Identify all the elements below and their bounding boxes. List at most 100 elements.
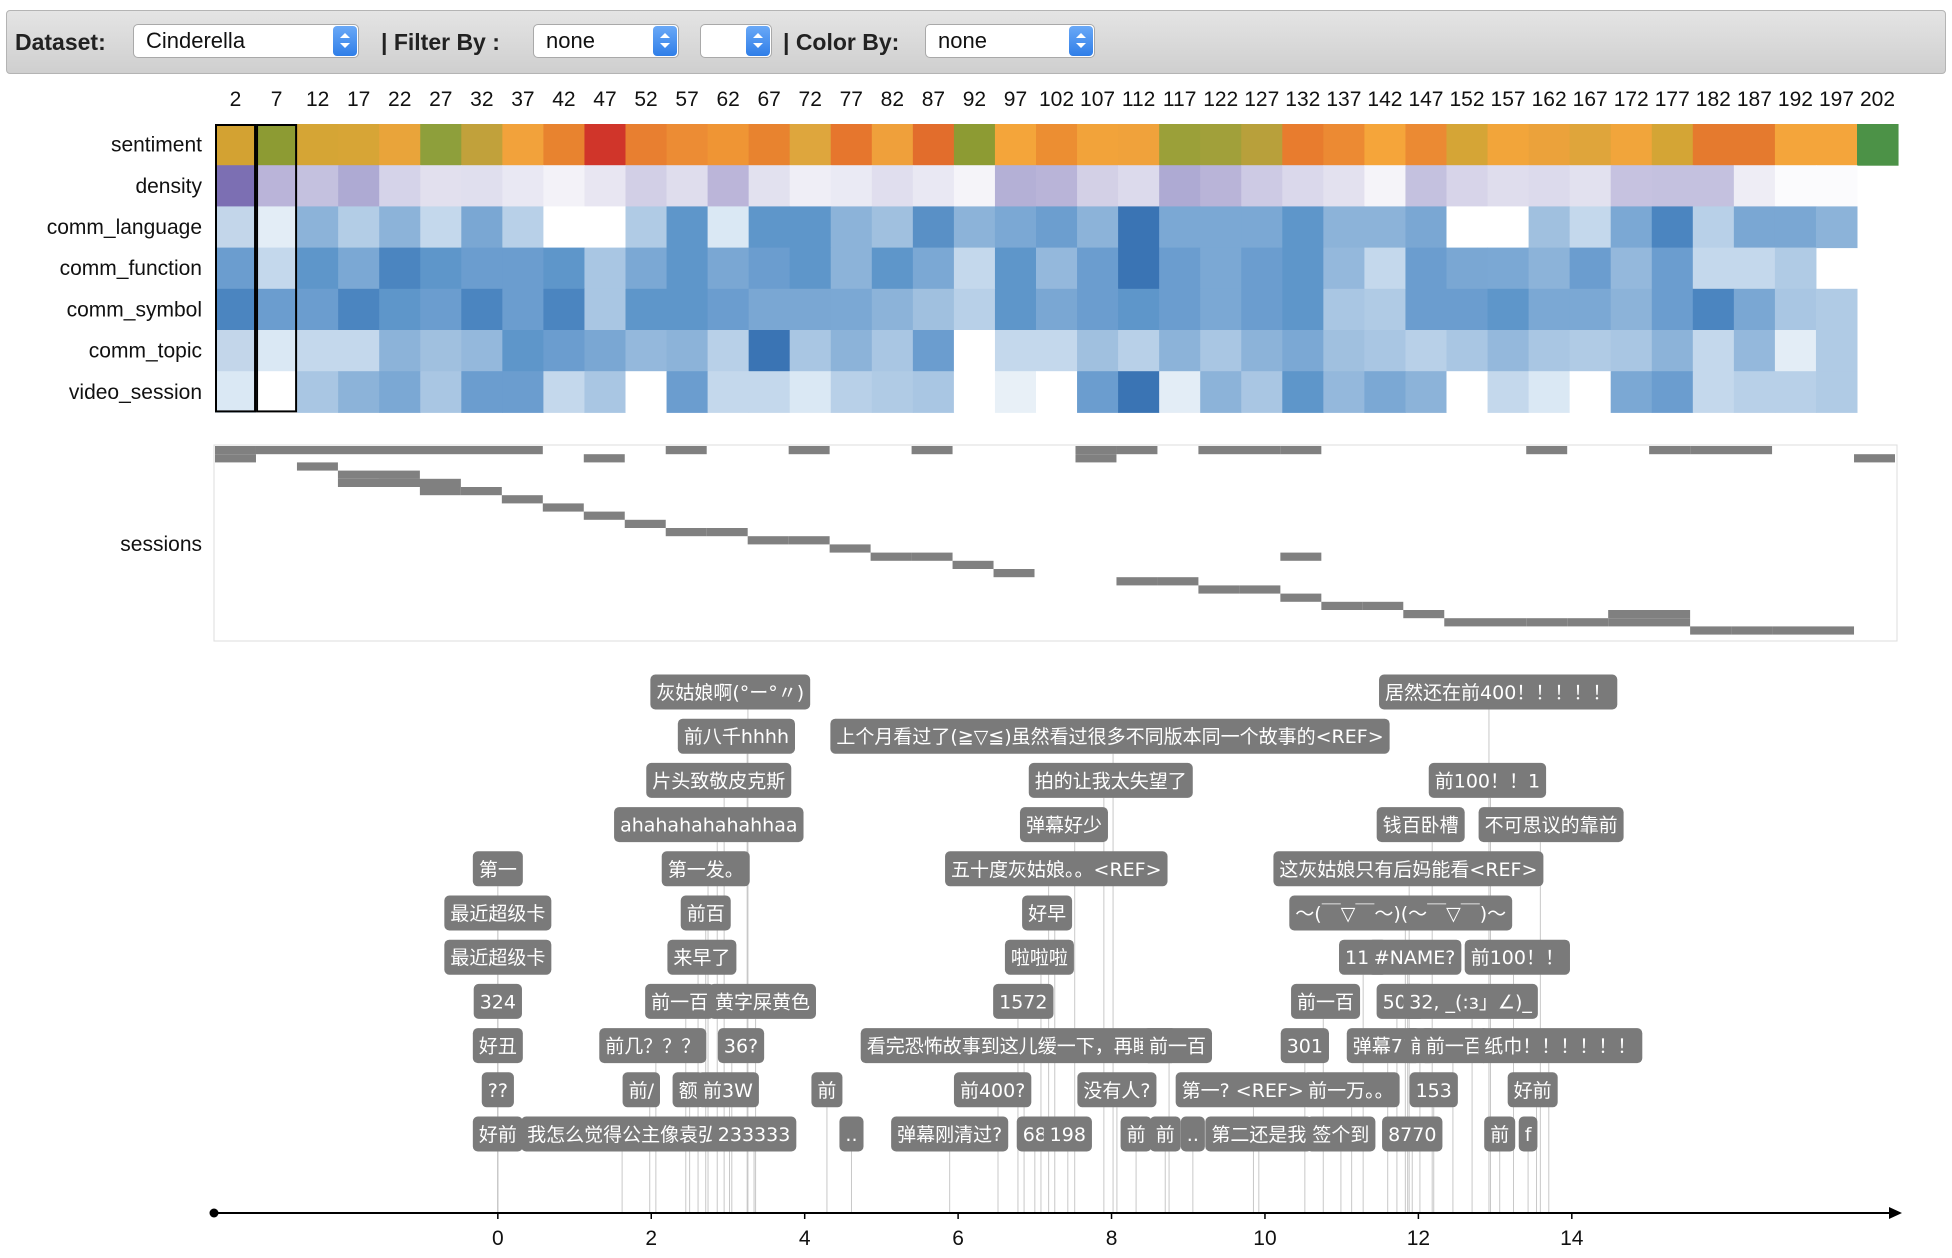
- comment-bubble[interactable]: [473, 983, 522, 1019]
- heatmap-cell[interactable]: [871, 206, 914, 249]
- heatmap-cell[interactable]: [1036, 288, 1078, 331]
- heatmap-cell[interactable]: [461, 330, 503, 372]
- heatmap-cell[interactable]: [1528, 288, 1571, 331]
- column-header[interactable]: 122: [1203, 88, 1238, 111]
- heatmap-cell[interactable]: [871, 165, 914, 207]
- heatmap-cell[interactable]: [379, 165, 421, 207]
- comment-bubble[interactable]: [1419, 1028, 1489, 1064]
- session-bar[interactable]: [706, 528, 748, 537]
- heatmap-cell[interactable]: [256, 288, 298, 331]
- comment-annotation[interactable]: 这灰姑娘只有后妈能看<REF>: [1273, 851, 1544, 887]
- heatmap-cell[interactable]: [1774, 288, 1817, 331]
- heatmap-cell[interactable]: [789, 330, 832, 372]
- heatmap-cell[interactable]: [379, 206, 421, 249]
- heatmap-cell[interactable]: [1241, 165, 1283, 207]
- comment-annotation[interactable]: 前一百: [1291, 983, 1361, 1019]
- comment-annotation[interactable]: 前: [811, 1072, 843, 1108]
- column-header[interactable]: 192: [1778, 88, 1813, 111]
- heatmap-cell[interactable]: [1610, 124, 1653, 166]
- comment-bubble[interactable]: [599, 1028, 707, 1064]
- color-by-select[interactable]: none: [925, 24, 1095, 58]
- comment-annotation[interactable]: 灰姑娘啊(°ー°〃): [650, 674, 811, 710]
- heatmap-cell[interactable]: [625, 330, 668, 372]
- heatmap-cell[interactable]: [1569, 165, 1612, 207]
- comment-bubble[interactable]: [1382, 1116, 1443, 1152]
- heatmap-cell[interactable]: [707, 288, 750, 331]
- column-header[interactable]: 82: [881, 88, 904, 111]
- session-bar[interactable]: [1444, 618, 1527, 627]
- heatmap-cell[interactable]: [707, 206, 750, 249]
- heatmap-cell[interactable]: [1118, 165, 1160, 207]
- heatmap-cell[interactable]: [584, 247, 626, 290]
- heatmap-cell[interactable]: [1364, 330, 1406, 372]
- session-bar[interactable]: [952, 560, 994, 569]
- comment-bubble[interactable]: [667, 939, 737, 975]
- heatmap-cell[interactable]: [338, 330, 380, 372]
- heatmap-cell[interactable]: [871, 124, 914, 166]
- column-header[interactable]: 187: [1737, 88, 1772, 111]
- heatmap-cell[interactable]: [912, 288, 955, 331]
- session-bar[interactable]: [460, 487, 502, 496]
- column-header[interactable]: 127: [1244, 88, 1279, 111]
- heatmap-cell[interactable]: [1200, 247, 1242, 290]
- comment-bubble[interactable]: [472, 1028, 523, 1064]
- comment-bubble[interactable]: [521, 1116, 724, 1152]
- session-bar[interactable]: [501, 495, 543, 504]
- comment-bubble[interactable]: [1346, 1028, 1421, 1064]
- session-bar[interactable]: [337, 478, 461, 487]
- session-bar[interactable]: [1690, 626, 1732, 635]
- session-bar[interactable]: [215, 446, 256, 455]
- heatmap-cell[interactable]: [338, 165, 380, 207]
- heatmap-cell[interactable]: [953, 206, 996, 249]
- comment-bubble[interactable]: [891, 1116, 1009, 1152]
- heatmap-cell[interactable]: [1282, 124, 1324, 166]
- heatmap-cell[interactable]: [1118, 371, 1160, 413]
- comment-annotation[interactable]: 弹幕77: [1346, 1028, 1421, 1064]
- comment-annotation[interactable]: 前3W: [697, 1072, 759, 1108]
- heatmap-cell[interactable]: [297, 247, 339, 290]
- heatmap-cell[interactable]: [256, 247, 298, 290]
- comment-bubble[interactable]: [953, 1072, 1032, 1108]
- heatmap-cell[interactable]: [1405, 206, 1447, 249]
- heatmap-cell[interactable]: [1692, 124, 1735, 166]
- heatmap-cell[interactable]: [1815, 165, 1858, 207]
- column-header[interactable]: 42: [552, 88, 575, 111]
- comment-annotation[interactable]: 前: [1484, 1116, 1516, 1152]
- heatmap-cell[interactable]: [994, 206, 1037, 249]
- heatmap-cell[interactable]: [1036, 206, 1078, 249]
- heatmap-cell[interactable]: [912, 165, 955, 207]
- heatmap-cell[interactable]: [1569, 247, 1612, 290]
- comment-annotation[interactable]: 前: [1149, 1116, 1181, 1152]
- heatmap-cell[interactable]: [461, 206, 503, 249]
- comment-annotation[interactable]: 额: [672, 1072, 704, 1108]
- heatmap-cell[interactable]: [1733, 124, 1776, 166]
- comment-bubble[interactable]: [661, 851, 750, 887]
- heatmap-cell[interactable]: [1282, 247, 1324, 290]
- heatmap-cell[interactable]: [543, 330, 585, 372]
- heatmap-cell[interactable]: [1651, 124, 1694, 166]
- session-bar[interactable]: [1321, 601, 1363, 610]
- heatmap-cell[interactable]: [1446, 165, 1489, 207]
- heatmap-cell[interactable]: [1610, 206, 1653, 249]
- comment-annotation[interactable]: 前一万。。: [1302, 1072, 1400, 1108]
- column-header[interactable]: 27: [429, 88, 452, 111]
- comment-annotation[interactable]: 第一发。: [661, 851, 750, 887]
- comment-annotation[interactable]: 153: [1409, 1072, 1458, 1108]
- heatmap-cell[interactable]: [625, 124, 668, 166]
- session-bar[interactable]: [1772, 626, 1855, 635]
- heatmap-cell[interactable]: [1528, 371, 1571, 413]
- heatmap-cell[interactable]: [297, 288, 339, 331]
- comment-bubble[interactable]: [1306, 1116, 1376, 1152]
- comment-annotation[interactable]: 前一百: [1143, 1028, 1213, 1064]
- heatmap-cell[interactable]: [1323, 371, 1365, 413]
- heatmap-cell[interactable]: [830, 124, 873, 166]
- heatmap-cell[interactable]: [502, 371, 544, 413]
- heatmap-cell[interactable]: [666, 288, 709, 331]
- heatmap-cell[interactable]: [1487, 371, 1530, 413]
- heatmap-cell[interactable]: [1815, 206, 1858, 249]
- heatmap-cell[interactable]: [256, 330, 298, 372]
- comment-annotation[interactable]: 纸巾！！！！！！: [1478, 1028, 1643, 1064]
- session-bar[interactable]: [1567, 618, 1609, 627]
- comment-annotation[interactable]: 弹幕刚清过?: [891, 1116, 1009, 1152]
- heatmap-cell[interactable]: [543, 165, 585, 207]
